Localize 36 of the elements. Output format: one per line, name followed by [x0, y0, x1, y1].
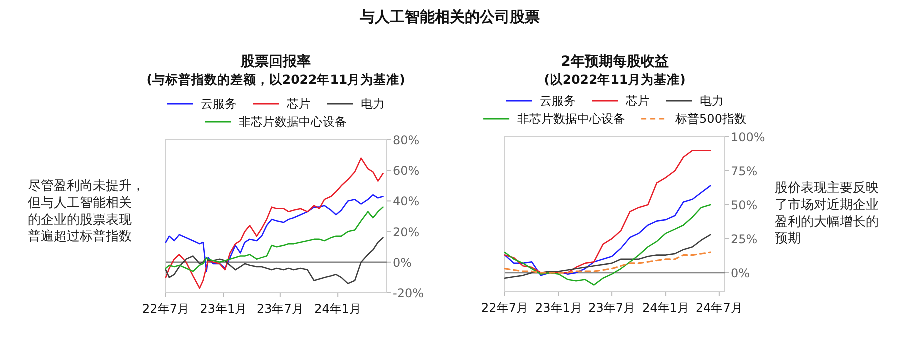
- chart-subtitle: (以2022年11月为基准): [544, 72, 686, 87]
- y-tick-label: 80%: [393, 134, 420, 148]
- x-tick-label: 23年7月: [588, 301, 636, 315]
- x-tick-label: 24年1月: [314, 302, 362, 316]
- x-tick-label: 22年7月: [482, 301, 528, 315]
- legend-label: 非芯片数据中心设备: [518, 112, 626, 126]
- legend-label: 非芯片数据中心设备: [239, 115, 347, 129]
- legend-label: 电力: [700, 94, 724, 108]
- y-tick-label: 0%: [393, 256, 412, 270]
- x-tick-label: 23年1月: [536, 301, 582, 315]
- y-tick-label: 40%: [393, 194, 420, 209]
- y-tick-label: 60%: [393, 164, 420, 178]
- y-tick-label: 0%: [731, 266, 750, 280]
- x-tick-label: 24年1月: [642, 301, 690, 315]
- legend-label: 标普500指数: [674, 112, 746, 126]
- legend-label: 云服务: [540, 94, 576, 108]
- chart-title: 股票回报率: [240, 53, 311, 70]
- y-tick-label: -20%: [393, 286, 424, 300]
- x-tick-label: 23年7月: [256, 302, 304, 316]
- y-tick-label: 75%: [731, 164, 758, 178]
- text: 股价表现主要反映了市场对近期企业盈利的大幅增长的预期: [775, 180, 879, 247]
- y-tick-label: 50%: [731, 198, 758, 212]
- text: 与人工智能相关的公司股票: [359, 8, 540, 26]
- text: 尽管盈利尚未提升，但与人工智能相关的企业的股票表现普遍超过标普指数: [28, 179, 145, 245]
- x-tick-label: 23年1月: [200, 302, 248, 316]
- legend-label: 云服务: [201, 97, 237, 111]
- x-tick-label: 24年7月: [696, 301, 743, 315]
- legend-label: 芯片: [286, 97, 311, 111]
- chart-title: 2年预期每股收益: [561, 54, 669, 70]
- chart-subtitle: (与标普指数的差额，以2022年11月为基准): [146, 72, 406, 87]
- legend-label: 芯片: [625, 94, 650, 108]
- y-tick-label: 25%: [731, 232, 758, 246]
- legend-label: 电力: [361, 97, 385, 111]
- y-tick-label: 20%: [393, 225, 420, 240]
- y-tick-label: 100%: [731, 130, 766, 144]
- x-tick-label: 22年7月: [142, 302, 190, 316]
